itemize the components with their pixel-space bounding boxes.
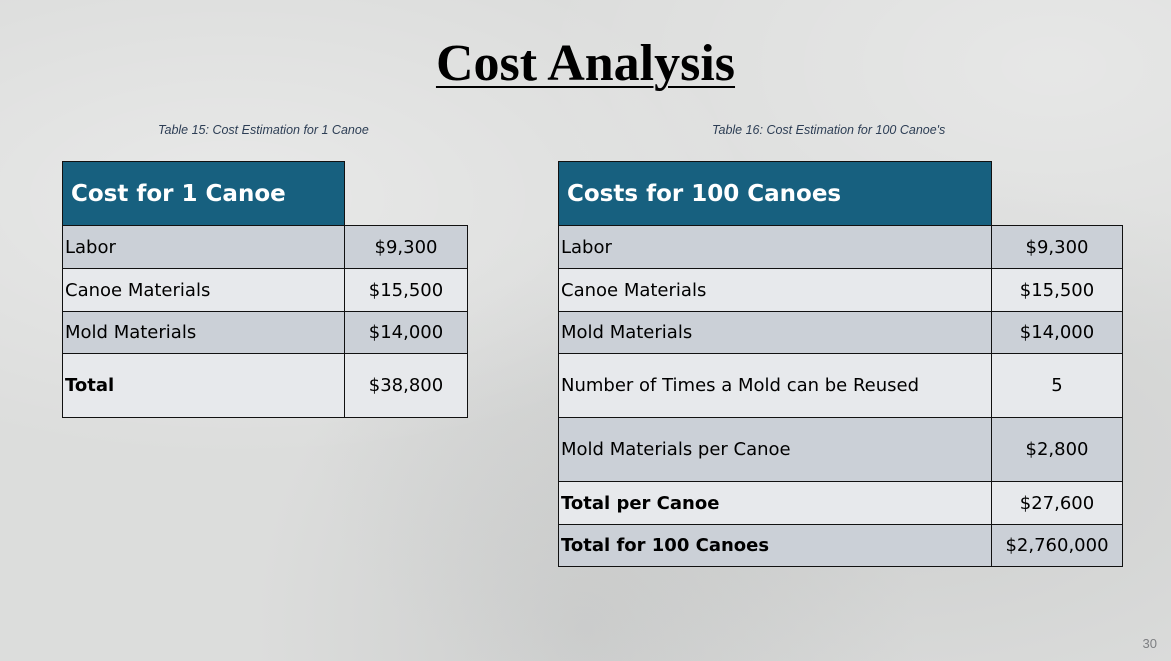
row-value: $14,000 [991,311,1123,354]
row-label: Total for 100 Canoes [558,524,992,567]
row-value: $15,500 [344,268,468,312]
row-value: $2,760,000 [991,524,1123,567]
row-value: $38,800 [344,353,468,418]
row-value: $14,000 [344,311,468,354]
row-label: Total per Canoe [558,481,992,525]
row-label: Mold Materials [558,311,992,354]
table-header-row: Costs for 100 Canoes [558,161,1123,226]
table-row: Mold Materials per Canoe $2,800 [558,417,1123,482]
table-row-total: Total per Canoe $27,600 [558,481,1123,525]
cost-100-canoes-table: Costs for 100 Canoes Labor $9,300 Canoe … [558,161,1123,567]
row-value: 5 [991,353,1123,418]
row-label: Total [62,353,345,418]
table2-caption: Table 16: Cost Estimation for 100 Canoe'… [712,123,946,137]
table-header: Cost for 1 Canoe [62,161,345,226]
row-label: Canoe Materials [558,268,992,312]
table-row: Mold Materials $14,000 [558,311,1123,354]
table-header: Costs for 100 Canoes [558,161,992,226]
cost-1-canoe-table: Cost for 1 Canoe Labor $9,300 Canoe Mate… [62,161,468,418]
row-value: $27,600 [991,481,1123,525]
table1-caption: Table 15: Cost Estimation for 1 Canoe [158,123,369,137]
table-row: Mold Materials $14,000 [62,311,468,354]
table-row-total: Total for 100 Canoes $2,760,000 [558,524,1123,567]
row-label: Mold Materials per Canoe [558,417,992,482]
table-row: Labor $9,300 [558,225,1123,269]
page-number: 30 [1142,636,1157,651]
slide-title: Cost Analysis [435,35,736,92]
row-value: $15,500 [991,268,1123,312]
row-value: $9,300 [344,225,468,269]
table-header-row: Cost for 1 Canoe [62,161,468,226]
table-row: Labor $9,300 [62,225,468,269]
table-row: Number of Times a Mold can be Reused 5 [558,353,1123,418]
row-label: Mold Materials [62,311,345,354]
table-row-total: Total $38,800 [62,353,468,418]
table-row: Canoe Materials $15,500 [62,268,468,312]
row-label: Labor [62,225,345,269]
row-value: $9,300 [991,225,1123,269]
row-label: Labor [558,225,992,269]
table-row: Canoe Materials $15,500 [558,268,1123,312]
row-label: Canoe Materials [62,268,345,312]
row-value: $2,800 [991,417,1123,482]
row-label: Number of Times a Mold can be Reused [558,353,992,418]
